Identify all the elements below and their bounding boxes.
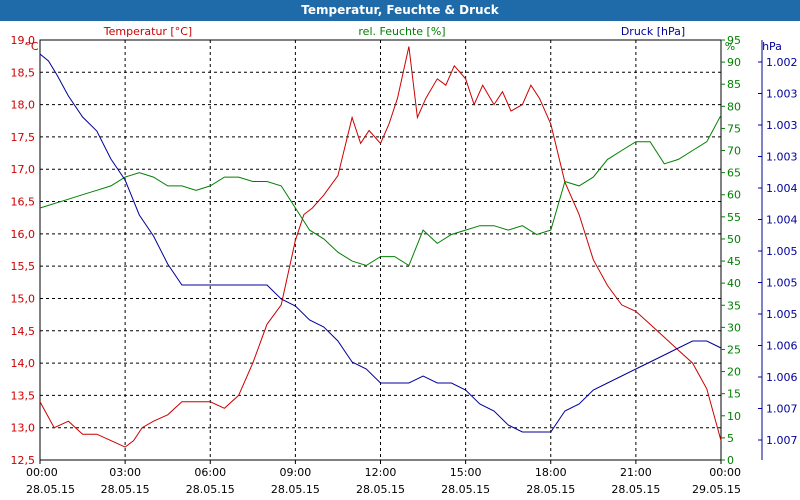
legend-humidity: rel. Feuchte [%] [358, 25, 445, 38]
pressure-tick-label: 1.002 [766, 56, 798, 69]
pressure-tick-label: 1.005 [766, 277, 798, 290]
x-tick-label-date: 28.05.15 [441, 483, 490, 496]
temperature-tick-label: 18,0 [11, 99, 36, 112]
humidity-tick-label: 95 [727, 34, 741, 47]
temperature-tick-label: 19,0 [11, 34, 36, 47]
x-tick-label-time: 21:00 [620, 466, 652, 479]
x-tick-label-date: 28.05.15 [271, 483, 320, 496]
temperature-tick-label: 17,0 [11, 163, 36, 176]
x-tick-label-time: 06:00 [194, 466, 226, 479]
humidity-tick-label: 20 [727, 366, 741, 379]
x-tick-label-date: 28.05.15 [611, 483, 660, 496]
x-tick-label-date: 28.05.15 [526, 483, 575, 496]
series-line-temperature [39, 46, 722, 448]
legend-temperature: Temperatur [°C] [103, 25, 192, 38]
temperature-tick-label: 15,5 [11, 260, 36, 273]
humidity-tick-label: 25 [727, 343, 741, 356]
x-tick-label-time: 00:00 [26, 466, 58, 479]
humidity-tick-label: 10 [727, 410, 741, 423]
temperature-tick-label: 16,5 [11, 196, 36, 209]
x-tick-label-time: 09:00 [280, 466, 312, 479]
unit-humidity: % [725, 40, 735, 53]
humidity-tick-label: 85 [727, 78, 741, 91]
temperature-tick-label: 14,0 [11, 357, 36, 370]
series-line-humidity [39, 114, 722, 267]
x-tick-label-time: 12:00 [365, 466, 397, 479]
pressure-tick-label: 1.006 [766, 340, 798, 353]
humidity-tick-label: 70 [727, 145, 741, 158]
temperature-tick-label: 18,5 [11, 66, 36, 79]
humidity-tick-label: 45 [727, 255, 741, 268]
pressure-tick-label: 1.006 [766, 371, 798, 384]
unit-temperature: °C [25, 40, 39, 53]
x-tick-label-time: 03:00 [109, 466, 141, 479]
series-layer [39, 46, 722, 448]
pressure-tick-label: 1.005 [766, 308, 798, 321]
x-tick-label-time: 18:00 [535, 466, 567, 479]
temperature-tick-label: 17,5 [11, 131, 36, 144]
temperature-tick-label: 13,5 [11, 389, 36, 402]
pressure-tick-label: 1.003 [766, 88, 798, 101]
temperature-tick-label: 14,5 [11, 325, 36, 338]
humidity-tick-label: 90 [727, 56, 741, 69]
pressure-tick-label: 1.004 [766, 182, 798, 195]
x-tick-label-time: 15:00 [450, 466, 482, 479]
x-tick-label-date: 28.05.15 [101, 483, 150, 496]
humidity-tick-label: 35 [727, 299, 741, 312]
x-tick-label-time: 00:00 [709, 466, 741, 479]
temperature-tick-label: 16,0 [11, 228, 36, 241]
humidity-tick-label: 60 [727, 189, 741, 202]
axes-layer: 00:00 28.05.15 03:00 28.05.15 06:00 28.05.15 0… [11, 34, 798, 496]
legend-pressure: Druck [hPa] [621, 25, 685, 38]
series-line-pressure [39, 53, 722, 433]
chart-svg: 00:00 28.05.15 03:00 28.05.15 06:00 28.05.15 0… [11, 25, 798, 496]
chart-title: Temperatur, Feuchte & Druck [0, 0, 800, 21]
humidity-tick-label: 55 [727, 211, 741, 224]
humidity-tick-label: 0 [727, 454, 734, 467]
grid [39, 39, 722, 464]
pressure-tick-label: 1.007 [766, 434, 798, 447]
temperature-tick-label: 15,0 [11, 292, 36, 305]
humidity-tick-label: 15 [727, 388, 741, 401]
x-tick-label-date: 29.05.15 [692, 483, 741, 496]
humidity-tick-label: 30 [727, 321, 741, 334]
humidity-tick-label: 5 [727, 432, 734, 445]
pressure-tick-label: 1.004 [766, 214, 798, 227]
pressure-tick-label: 1.007 [766, 403, 798, 416]
pressure-tick-label: 1.005 [766, 245, 798, 258]
x-tick-label-date: 28.05.15 [356, 483, 405, 496]
pressure-tick-label: 1.003 [766, 151, 798, 164]
humidity-tick-label: 75 [727, 122, 741, 135]
temperature-tick-label: 12,5 [11, 454, 36, 467]
humidity-tick-label: 80 [727, 100, 741, 113]
humidity-tick-label: 40 [727, 277, 741, 290]
humidity-tick-label: 50 [727, 233, 741, 246]
unit-pressure: hPa [762, 40, 782, 53]
pressure-tick-label: 1.003 [766, 119, 798, 132]
temperature-tick-label: 13,0 [11, 422, 36, 435]
x-tick-label-date: 28.05.15 [186, 483, 235, 496]
x-tick-label-date: 28.05.15 [26, 483, 75, 496]
humidity-tick-label: 65 [727, 167, 741, 180]
